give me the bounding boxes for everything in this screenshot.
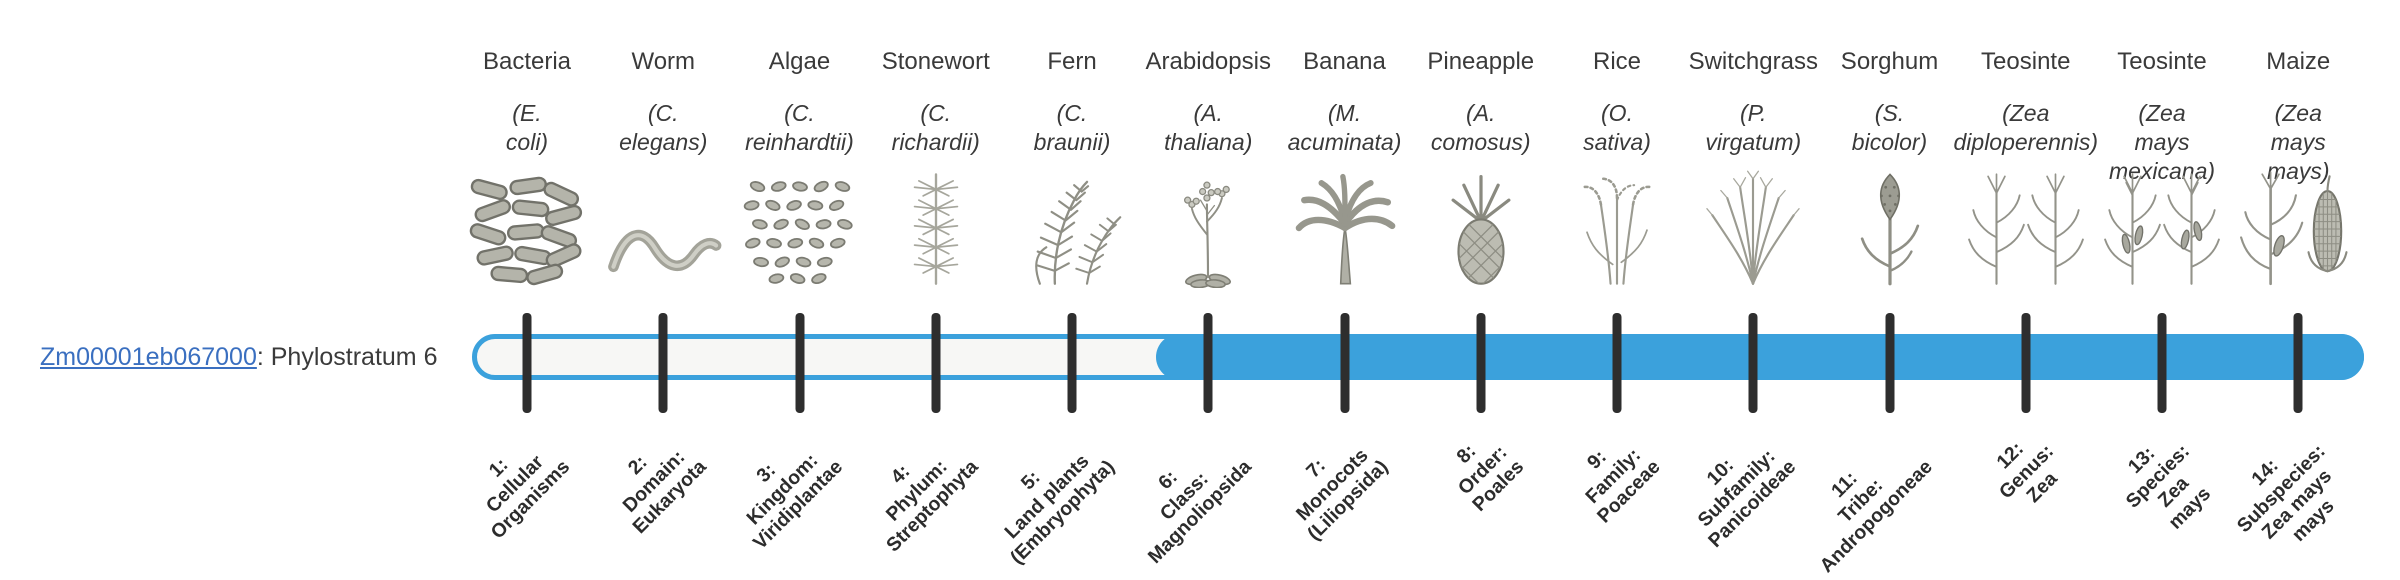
worm-icon	[604, 168, 722, 288]
fern-icon	[1013, 168, 1131, 288]
organism-scientific-name: (O. sativa)	[1583, 100, 1651, 155]
organism-scientific-name: (A. thaliana)	[1164, 100, 1253, 155]
teosinte-mexicana-icon	[2103, 168, 2221, 288]
organism-common-name: Sorghum	[1840, 48, 1939, 75]
organism-scientific-name: (C. braunii)	[1033, 100, 1111, 155]
organism-scientific-name: (C. elegans)	[619, 100, 708, 155]
organism-common-name: Banana	[1303, 48, 1386, 75]
stratum-label: 5: Land plants (Embryophyta)	[1000, 449, 1120, 569]
organism-scientific-name: (C. reinhardtii)	[745, 100, 854, 155]
stratum-tick	[2293, 313, 2303, 413]
stratum-tick	[1612, 313, 1622, 413]
organism-common-name: Bacteria	[482, 48, 572, 75]
stratum-tick	[2021, 313, 2031, 413]
stratum-tick	[1203, 313, 1213, 413]
stratum-tick	[2157, 313, 2167, 413]
phylostratum-bar-fill	[1156, 334, 2364, 380]
gene-phylostratum-text: : Phylostratum 6	[256, 343, 438, 371]
pineapple-icon	[1422, 168, 1540, 288]
organism-common-name: Worm	[631, 48, 696, 75]
stratum-label: 8: Order: Poales	[1452, 440, 1529, 516]
teosinte-diploperennis-icon	[1967, 168, 2085, 288]
organism-common-name: Fern	[1047, 48, 1097, 75]
arabidopsis-icon	[1149, 168, 1267, 288]
organism-common-name: Teosinte	[2117, 48, 2207, 75]
bacteria-icon	[468, 168, 586, 288]
stratum-label: 11: Tribe: Andropogoneae	[1815, 455, 1938, 578]
stratum-label: 3: Kingdom: Viridiplantae	[742, 449, 848, 555]
stratum-label: 14: Subspecies: Zea mays mays	[2232, 439, 2339, 546]
stratum-label: 2: Domain: Eukaryota	[618, 445, 711, 539]
organism-scientific-name: (Zea mays mexicana)	[2108, 100, 2216, 184]
stratum-label: 1: Cellular Organisms	[481, 450, 575, 544]
stratum-tick	[1885, 313, 1894, 413]
stratum-label: 6: Class: Magnoliopsida	[1143, 455, 1256, 569]
stratum-tick	[931, 313, 941, 413]
stratum-tick	[658, 313, 668, 413]
organism-common-name: Pineapple	[1427, 48, 1535, 75]
organism-scientific-name: (P. virgatum)	[1705, 100, 1802, 155]
stratum-label: 10: Subfamily: Panicoideae	[1693, 444, 1801, 553]
stratum-label: 7: Monocots (Liliopsida)	[1291, 444, 1393, 546]
stratum-tick	[522, 313, 532, 413]
stratum-label: 9: Family: Poaceae	[1580, 443, 1665, 528]
stratum-tick	[795, 313, 804, 413]
algae-icon	[741, 168, 859, 288]
organism-common-name: Switchgrass	[1688, 48, 1818, 75]
stratum-label: 12: Genus: Zea	[1992, 437, 2062, 508]
stratum-tick	[1340, 313, 1349, 413]
stratum-label: 4: Phylum: Streptophyta	[882, 455, 984, 557]
gene-link[interactable]: Zm00001eb067000	[40, 343, 257, 371]
gene-label: Zm00001eb067000: Phylostratum 6	[40, 343, 438, 372]
maize-icon	[2239, 168, 2357, 288]
stonewort-icon	[877, 168, 995, 288]
organism-common-name: Teosinte	[1981, 48, 2071, 75]
rice-icon	[1558, 168, 1676, 288]
organism-common-name: Arabidopsis	[1145, 48, 1271, 75]
stratum-tick	[1748, 313, 1758, 413]
organism-scientific-name: (C. richardii)	[891, 100, 980, 155]
organism-common-name: Stonewort	[881, 48, 990, 75]
organism-scientific-name: (A. comosus)	[1430, 100, 1531, 155]
organism-scientific-name: (Zea diploperennis)	[1953, 100, 2098, 155]
organism-scientific-name: (E. coli)	[505, 100, 549, 155]
sorghum-icon	[1831, 168, 1949, 288]
organism-scientific-name: (M. acuminata)	[1287, 100, 1402, 155]
stratum-label: 13: Species: Zea mays	[2121, 439, 2215, 534]
organism-common-name: Rice	[1592, 48, 1642, 75]
organism-common-name: Maize	[2266, 48, 2331, 75]
stratum-tick	[1067, 313, 1077, 413]
organism-common-name: Algae	[768, 48, 831, 75]
banana-icon	[1286, 168, 1404, 288]
organism-scientific-name: (S. bicolor)	[1851, 100, 1928, 155]
stratum-tick	[1476, 313, 1486, 413]
switchgrass-icon	[1694, 168, 1812, 288]
